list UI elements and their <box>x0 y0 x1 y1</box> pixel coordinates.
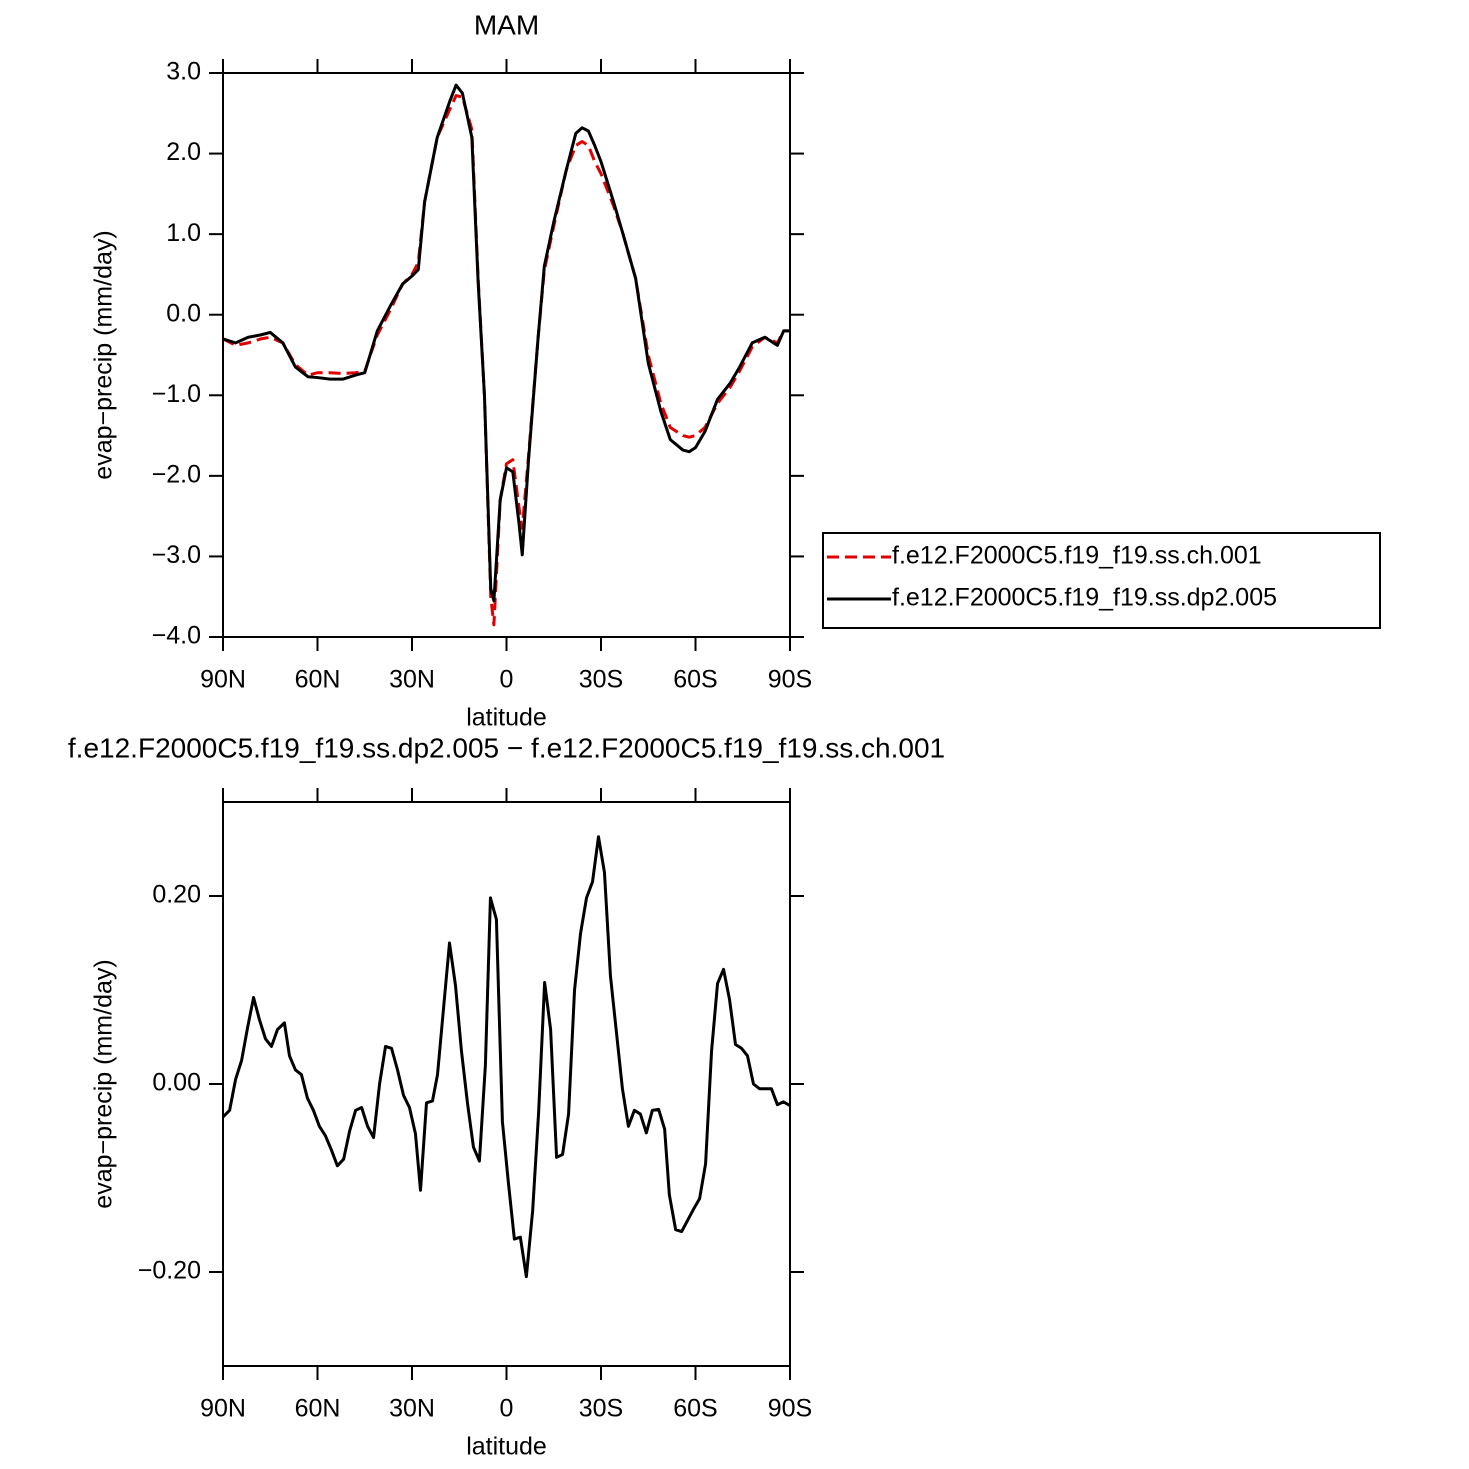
y-tick-label: 1.0 <box>166 219 201 247</box>
x-axis-label: latitude <box>466 704 547 732</box>
x-tick-label: 30N <box>389 666 435 694</box>
y-tick-label: 3.0 <box>166 58 201 86</box>
plot-frame <box>222 72 791 638</box>
x-tick-label: 0 <box>500 1395 514 1423</box>
y-tick-label: 2.0 <box>166 138 201 166</box>
x-tick-label: 60N <box>295 666 341 694</box>
x-tick-label: 90N <box>200 666 246 694</box>
y-tick-label: −0.20 <box>138 1257 201 1285</box>
data-line <box>221 835 791 1279</box>
data-line <box>222 94 790 627</box>
x-tick-label: 60N <box>295 1395 341 1423</box>
x-tick-label: 90S <box>768 1395 812 1423</box>
y-tick-label: −3.0 <box>152 541 201 569</box>
y-tick-label: −4.0 <box>152 622 201 650</box>
y-tick-label: −2.0 <box>152 460 201 488</box>
legend-label: f.e12.F2000C5.f19_f19.ss.ch.001 <box>892 542 1262 570</box>
legend-label: f.e12.F2000C5.f19_f19.ss.dp2.005 <box>892 584 1277 612</box>
x-tick-label: 30N <box>389 1395 435 1423</box>
chart-title: MAM <box>474 9 539 40</box>
y-tick-label: 0.00 <box>152 1069 201 1097</box>
x-tick-label: 60S <box>673 1395 717 1423</box>
y-tick-label: 0.20 <box>152 881 201 909</box>
x-tick-label: 60S <box>673 666 717 694</box>
chart-title: f.e12.F2000C5.f19_f19.ss.dp2.005 − f.e12… <box>68 732 945 763</box>
data-line <box>222 83 790 603</box>
x-axis-label: latitude <box>466 1433 547 1461</box>
x-tick-label: 0 <box>500 666 514 694</box>
plot-frame <box>222 801 791 1367</box>
x-tick-label: 30S <box>579 1395 623 1423</box>
y-axis-label: evap−precip (mm/day) <box>90 959 118 1208</box>
x-tick-label: 30S <box>579 666 623 694</box>
y-tick-label: 0.0 <box>166 299 201 327</box>
y-axis-label: evap−precip (mm/day) <box>90 230 118 479</box>
legend-box <box>822 532 1381 629</box>
x-tick-label: 90N <box>200 1395 246 1423</box>
y-tick-label: −1.0 <box>152 380 201 408</box>
x-tick-label: 90S <box>768 666 812 694</box>
